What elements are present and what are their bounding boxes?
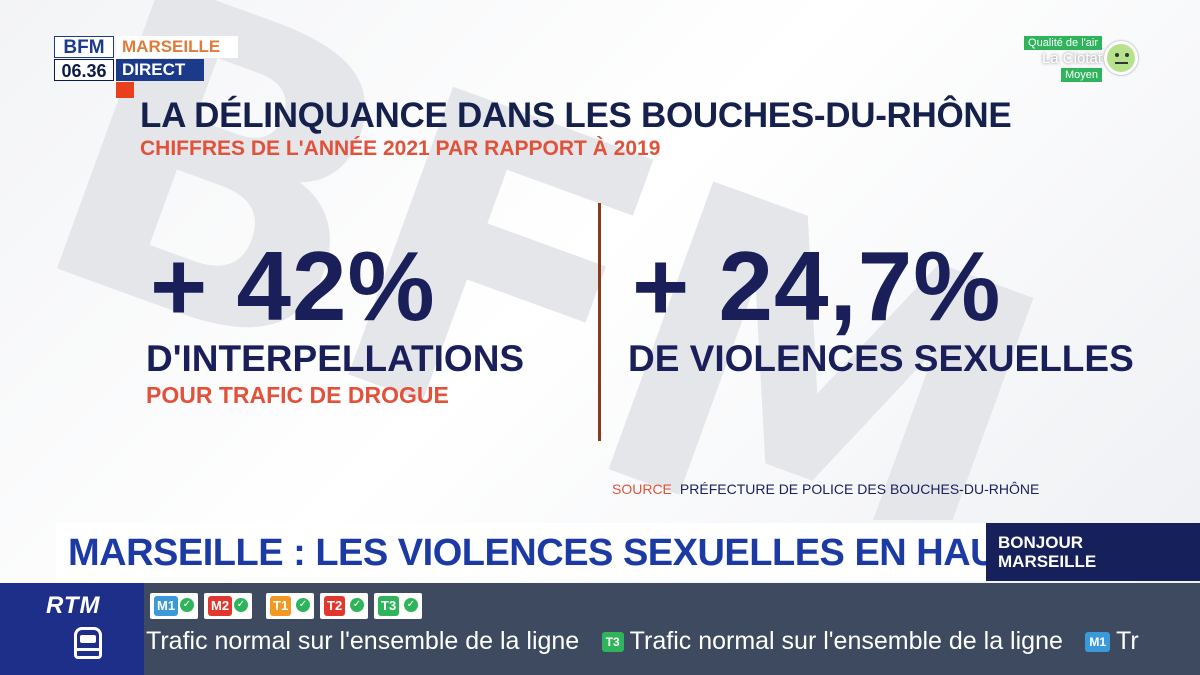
transit-ticker: RTM M1 ✓ M2 ✓ T1 ✓ T2 ✓ T3 ✓ Trafic norm…: [0, 583, 1200, 675]
ticker-item: T3 Trafic normal sur l'ensemble de la lig…: [601, 621, 1063, 661]
ticker-message: Trafic normal sur l'ensemble de la ligne: [146, 627, 580, 655]
ticker-item: Trafic normal sur l'ensemble de la ligne: [146, 621, 579, 661]
show-tag: BONJOUR MARSEILLE: [986, 523, 1200, 581]
ticker-message: Tr: [1116, 627, 1139, 655]
air-quality-widget: Qualité de l'air La Ciotat Moyen: [1008, 36, 1140, 84]
line-code: T1: [270, 596, 292, 616]
line-code: M1: [154, 596, 179, 616]
ticker-scroll: Trafic normal sur l'ensemble de la ligne…: [146, 621, 1200, 661]
line-code: T3: [378, 596, 400, 616]
check-icon: ✓: [234, 598, 248, 612]
line-badge-t1: T1 ✓: [266, 593, 314, 619]
tram-icon: [74, 627, 102, 659]
line-code: M2: [208, 596, 233, 616]
ticker-message: Trafic normal sur l'ensemble de la ligne: [629, 627, 1063, 655]
channel-logo-block: BFM 06.36 MARSEILLE DIRECT: [54, 36, 240, 82]
check-icon: ✓: [180, 598, 194, 612]
ticker-line-code: T3: [601, 632, 624, 653]
banner-headline: MARSEILLE : LES VIOLENCES SEXUELLES EN H…: [68, 532, 1072, 574]
line-badge-m2: M2 ✓: [204, 593, 252, 619]
check-icon: ✓: [404, 598, 418, 612]
source-value: PRÉFECTURE DE POLICE DES BOUCHES-DU-RHÔN…: [679, 481, 1040, 497]
neutral-face-icon: [1104, 41, 1138, 75]
ticker-line-code: M1: [1085, 632, 1110, 653]
stat-label-arrests: D'INTERPELLATIONS: [146, 338, 525, 379]
headline-banner: MARSEILLE : LES VIOLENCES SEXUELLES EN H…: [56, 523, 1072, 581]
stat-sublabel-arrests: POUR TRAFIC DE DROGUE: [146, 382, 449, 408]
source-key: SOURCE: [612, 481, 672, 497]
air-quality-level: Moyen: [1060, 68, 1102, 82]
line-badge-m1: M1 ✓: [150, 593, 198, 619]
show-name: BONJOUR MARSEILLE: [998, 533, 1097, 571]
air-quality-label: Qualité de l'air: [1024, 36, 1102, 50]
line-code: T2: [324, 596, 346, 616]
infographic-title: LA DÉLINQUANCE DANS LES BOUCHES-DU-RHÔNE: [140, 96, 1012, 135]
source-line: SOURCE PRÉFECTURE DE POLICE DES BOUCHES-D…: [612, 480, 1039, 498]
stat-value-sexual-violence: + 24,7%: [632, 231, 1002, 341]
stats-divider: [598, 203, 601, 441]
live-badge: DIRECT: [116, 59, 204, 81]
channel-logo: BFM: [54, 36, 114, 58]
rtm-logo: RTM: [46, 592, 101, 619]
stat-value-arrests: + 42%: [150, 231, 436, 341]
line-badge-t3: T3 ✓: [374, 593, 422, 619]
broadcast-clock: 06.36: [54, 59, 114, 81]
rtm-box: RTM: [0, 583, 144, 675]
line-badge-t2: T2 ✓: [320, 593, 368, 619]
check-icon: ✓: [296, 598, 310, 612]
ticker-item: M1 Tr: [1085, 621, 1139, 661]
infographic-subtitle: CHIFFRES DE L'ANNÉE 2021 PAR RAPPORT À 2…: [140, 137, 661, 160]
air-quality-city: La Ciotat: [1041, 50, 1102, 67]
check-icon: ✓: [350, 598, 364, 612]
stat-label-sexual-violence: DE VIOLENCES SEXUELLES: [628, 338, 1134, 379]
accent-square: [116, 82, 134, 98]
channel-city: MARSEILLE: [116, 36, 238, 58]
